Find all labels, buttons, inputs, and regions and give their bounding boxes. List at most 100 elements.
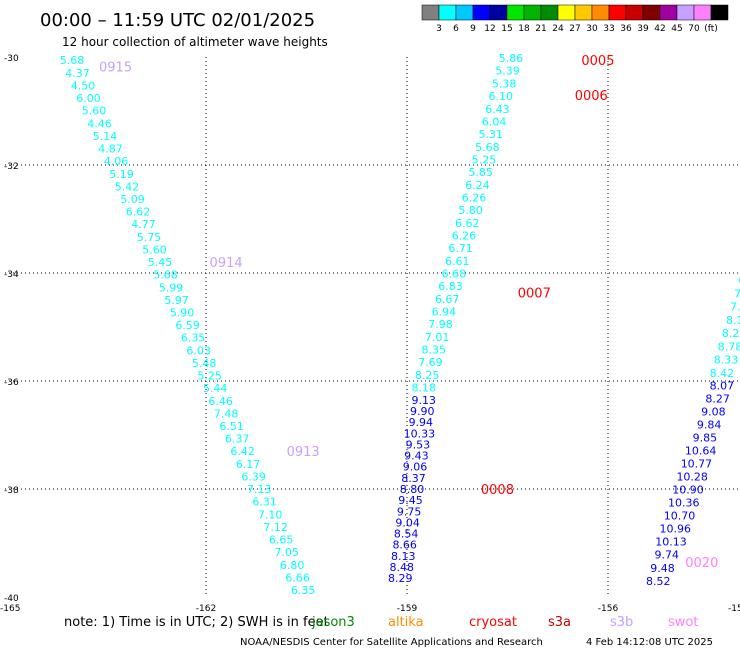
colorbar-swatch — [642, 4, 661, 21]
wave-height-point: 6.35 — [181, 332, 206, 345]
wave-height-point: 9.90 — [410, 405, 435, 418]
wave-height-point: 7.05 — [274, 546, 299, 559]
pass-time-label: 0008 — [481, 483, 514, 498]
wave-height-point: 8.15 — [726, 314, 740, 327]
colorbar-label: 33 — [603, 24, 614, 34]
grid — [5, 57, 740, 597]
footer-credit: NOAA/NESDIS Center for Satellite Applica… — [240, 637, 543, 648]
wave-height-point: 6.65 — [269, 534, 294, 547]
colorbar-swatch — [506, 4, 525, 21]
wave-height-point: 5.48 — [192, 357, 217, 370]
wave-height-point: 5.38 — [492, 77, 517, 90]
wave-height-point: 5.25 — [197, 370, 222, 383]
wave-height-point: 5.31 — [479, 128, 504, 141]
wave-height-point: 6.94 — [432, 305, 457, 318]
wave-height-point: 6.62 — [126, 206, 151, 219]
y-tick-label: -38 — [4, 486, 19, 496]
wave-height-point: 8.80 — [400, 483, 425, 496]
chart-title: 00:00 – 11:59 UTC 02/01/2025 — [40, 10, 315, 31]
wave-height-point: 9.06 — [403, 461, 428, 474]
wave-height-point: 5.14 — [93, 130, 118, 143]
wave-height-point: 10.64 — [685, 444, 717, 457]
wave-height-point: 7.39 — [730, 301, 740, 314]
x-axis-ticks: -165-162-159-156-153-15 — [0, 604, 740, 614]
colorbar-swatch — [693, 4, 712, 21]
wave-height-point: 7.69 — [418, 356, 443, 369]
y-tick-label: -30 — [4, 54, 19, 64]
pass-time-label: 0020 — [685, 556, 718, 571]
wave-height-point: 6.17 — [236, 458, 261, 471]
wave-height-point: 6.03 — [186, 344, 211, 357]
colorbar-label: 42 — [654, 24, 665, 34]
pass-time-label: 0005 — [581, 54, 614, 69]
pass-time-labels: 0915091409130005000600070008002300220021… — [99, 54, 718, 571]
wave-height-point: 8.35 — [422, 343, 447, 356]
legend-entry-altika: altika — [388, 615, 424, 630]
colorbar-swatch — [608, 4, 627, 21]
wave-height-point: 8.78 — [718, 340, 740, 353]
wave-height-point: 10.70 — [664, 510, 696, 523]
wave-height-point: 9.45 — [398, 494, 423, 507]
footer-note: note: 1) Time is in UTC; 2) SWH is in fe… — [64, 615, 329, 630]
pass-time-label: 0006 — [575, 89, 608, 104]
wave-height-values: 5.684.374.506.005.604.465.144.874.065.19… — [60, 52, 740, 597]
wave-height-point: 8.21 — [722, 327, 740, 340]
wave-height-point: 8.52 — [646, 575, 671, 588]
colorbar-label: 21 — [535, 24, 546, 34]
x-tick-label: -156 — [598, 604, 619, 614]
wave-height-point: 7.01 — [425, 331, 450, 344]
wave-height-point: 5.80 — [458, 204, 483, 217]
colorbar-label: 27 — [569, 24, 580, 34]
wave-height-point: 5.90 — [170, 306, 195, 319]
wave-height-point: 5.97 — [164, 294, 189, 307]
wave-height-point: 9.94 — [409, 416, 434, 429]
wave-height-point: 7.48 — [214, 407, 239, 420]
y-tick-label: -40 — [4, 594, 19, 604]
colorbar-swatch — [421, 4, 440, 21]
wave-height-point: 9.13 — [412, 394, 437, 407]
wave-height-point: 9.85 — [693, 431, 718, 444]
wave-height-point: 6.42 — [230, 445, 255, 458]
colorbar-swatch — [557, 4, 576, 21]
satellite-legend: jason3 altika cryosat s3a s3b swot — [311, 615, 698, 630]
wave-height-point: 8.25 — [415, 369, 440, 382]
wave-height-point: 9.84 — [697, 418, 722, 431]
colorbar-label: 45 — [671, 24, 682, 34]
colorbar: 3 6 9 12 15 18 21 24 27 30 33 36 39 42 45 70 (ft) — [421, 4, 729, 34]
wave-height-point: 6.59 — [175, 319, 200, 332]
wave-height-point: 9.48 — [650, 562, 675, 575]
pass-time-label: 0915 — [99, 61, 132, 76]
wave-height-point: 8.13 — [391, 550, 416, 563]
wave-height-point: 4.46 — [87, 117, 112, 130]
wave-height-point: 6.83 — [438, 280, 463, 293]
pass-time-label: 0914 — [210, 256, 243, 271]
colorbar-swatch — [489, 4, 508, 21]
colorbar-swatch — [455, 4, 474, 21]
wave-height-point: 8.27 — [705, 392, 730, 405]
wave-height-point: 9.75 — [397, 505, 422, 518]
wave-height-point: 7.01 — [734, 287, 740, 300]
wave-height-point: 6.39 — [241, 470, 266, 483]
pass-time-label: 0007 — [518, 286, 551, 301]
wave-height-point: 6.31 — [252, 496, 277, 509]
pass-time-label: 0913 — [287, 445, 320, 460]
wave-height-point: 6.10 — [489, 90, 514, 103]
wave-height-point: 6.04 — [482, 115, 507, 128]
wave-height-point: 5.68 — [475, 141, 500, 154]
colorbar-swatch — [659, 4, 678, 21]
y-tick-label: -32 — [4, 162, 19, 172]
wave-height-point: 6.43 — [485, 103, 510, 116]
wave-height-point: 5.60 — [82, 105, 107, 118]
wave-height-point: 6.26 — [452, 229, 477, 242]
colorbar-swatch — [676, 4, 695, 21]
x-tick-label: -162 — [196, 604, 216, 614]
colorbar-label: 18 — [518, 24, 530, 34]
colorbar-label: 9 — [470, 24, 476, 34]
colorbar-swatch — [625, 4, 644, 21]
wave-height-point: 5.44 — [203, 382, 228, 395]
legend-entry-s3a: s3a — [548, 615, 571, 630]
wave-height-point: 6.51 — [219, 420, 244, 433]
wave-height-point: 8.66 — [392, 539, 417, 552]
wave-height-point: 4.77 — [131, 218, 156, 231]
